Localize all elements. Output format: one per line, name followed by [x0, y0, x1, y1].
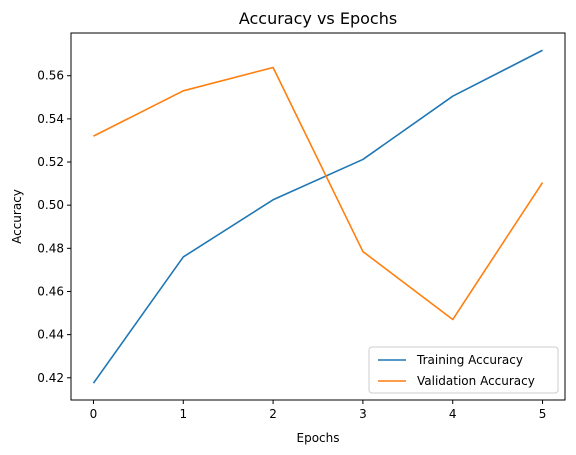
x-axis-ticks: 0 1 2 3 4 5	[90, 400, 547, 421]
x-tick-label: 2	[269, 407, 277, 421]
x-axis-label: Epochs	[297, 431, 340, 445]
series-layer	[92, 49, 544, 384]
y-tick-label: 0.50	[37, 198, 64, 212]
chart-title: Accuracy vs Epochs	[239, 9, 397, 28]
legend: Training Accuracy Validation Accuracy	[368, 346, 559, 394]
y-tick-label: 0.42	[37, 371, 64, 385]
legend-label: Training Accuracy	[416, 353, 523, 367]
x-tick-label: 3	[359, 407, 367, 421]
y-tick-label: 0.44	[37, 328, 64, 342]
x-tick-label: 0	[90, 407, 98, 421]
x-tick-label: 5	[539, 407, 547, 421]
series-line-training	[92, 49, 543, 384]
y-tick-label: 0.52	[37, 155, 64, 169]
series-line-validation	[93, 66, 544, 321]
y-tick-label: 0.46	[37, 284, 64, 298]
y-tick-label: 0.48	[37, 241, 64, 255]
legend-box	[368, 346, 559, 394]
x-tick-label: 4	[449, 407, 457, 421]
y-tick-label: 0.54	[37, 112, 64, 126]
y-axis-ticks: 0.42 0.44 0.46 0.48 0.50 0.52 0.54 0.56	[37, 69, 71, 385]
legend-label: Validation Accuracy	[417, 374, 535, 388]
plot-frame	[70, 32, 566, 401]
y-tick-label: 0.56	[37, 69, 64, 83]
x-tick-label: 1	[179, 407, 187, 421]
y-axis-label: Accuracy	[10, 189, 24, 244]
